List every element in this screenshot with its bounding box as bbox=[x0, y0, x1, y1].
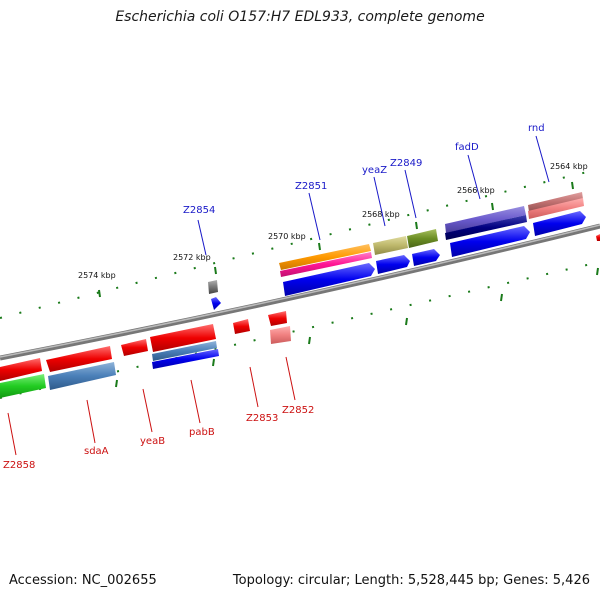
feature-navy[interactable] bbox=[445, 215, 527, 240]
feature-steel-2[interactable] bbox=[152, 341, 217, 361]
cds-Z2858[interactable] bbox=[0, 358, 42, 381]
gene-label-Z2858: Z2858 bbox=[3, 460, 35, 471]
forward-label-connectors bbox=[197, 135, 550, 256]
genome-summary-text: Topology: circular; Length: 5,528,445 bp… bbox=[232, 573, 590, 588]
major-ticks-outer bbox=[98, 181, 574, 298]
cds-Z2853[interactable] bbox=[233, 319, 250, 334]
scale-label-2572: 2572 kbp bbox=[173, 253, 211, 262]
gene-label-fadD: fadD bbox=[455, 142, 479, 153]
feature-blue-rev[interactable] bbox=[152, 349, 219, 369]
gene-label-yeaZ: yeaZ bbox=[362, 165, 387, 176]
cds-yeaB[interactable] bbox=[121, 339, 148, 356]
map-title: Escherichia coli O157:H7 EDL933, complet… bbox=[115, 9, 485, 25]
cds-yeaZ[interactable] bbox=[376, 255, 410, 274]
feature-pink[interactable] bbox=[528, 198, 584, 219]
gene-label-Z2851: Z2851 bbox=[295, 181, 327, 192]
cds-Z2849[interactable] bbox=[412, 249, 440, 266]
genome-backbone bbox=[0, 223, 600, 361]
scale-label-2566: 2566 kbp bbox=[457, 186, 495, 195]
gene-label-Z2852: Z2852 bbox=[282, 405, 314, 416]
gene-label-sdaA: sdaA bbox=[84, 446, 109, 457]
cds-rnd[interactable] bbox=[533, 211, 586, 236]
gene-label-Z2854: Z2854 bbox=[183, 205, 215, 216]
feature-green[interactable] bbox=[0, 374, 46, 398]
forward-features bbox=[208, 192, 600, 310]
cds-fadD[interactable] bbox=[450, 226, 530, 257]
scale-label-2568: 2568 kbp bbox=[362, 210, 400, 219]
feature-orange[interactable] bbox=[279, 244, 371, 270]
feature-rose[interactable] bbox=[528, 192, 583, 212]
feature-purple[interactable] bbox=[445, 206, 526, 233]
gene-label-pabB: pabB bbox=[189, 427, 215, 438]
cds-Z2854[interactable] bbox=[211, 297, 221, 310]
scale-label-2574: 2574 kbp bbox=[78, 271, 116, 280]
cds-sdaA[interactable] bbox=[46, 346, 112, 372]
feature-steel[interactable] bbox=[48, 362, 116, 390]
gene-label-rnd: rnd bbox=[528, 123, 545, 134]
major-ticks-inner bbox=[115, 267, 599, 388]
gene-label-yeaB: yeaB bbox=[140, 436, 165, 447]
gene-label-Z2849: Z2849 bbox=[390, 158, 422, 169]
cds-Z2852[interactable] bbox=[268, 311, 287, 326]
accession-text: Accession: NC_002655 bbox=[9, 573, 157, 588]
reverse-label-connectors bbox=[7, 356, 296, 456]
cds-pabB[interactable] bbox=[150, 324, 216, 352]
feature-olive[interactable] bbox=[407, 229, 438, 248]
cds-Z2851[interactable] bbox=[283, 263, 375, 296]
gene-label-Z2853: Z2853 bbox=[246, 413, 278, 424]
feature-khaki[interactable] bbox=[373, 236, 408, 255]
reverse-features bbox=[0, 311, 291, 398]
feature-red-edge[interactable] bbox=[596, 234, 600, 241]
feature-magenta[interactable] bbox=[280, 252, 372, 277]
feature-pink-rev[interactable] bbox=[270, 326, 291, 344]
scale-label-2570: 2570 kbp bbox=[268, 232, 306, 241]
feature-grey-block[interactable] bbox=[208, 280, 218, 294]
scale-label-2564: 2564 kbp bbox=[550, 162, 588, 171]
